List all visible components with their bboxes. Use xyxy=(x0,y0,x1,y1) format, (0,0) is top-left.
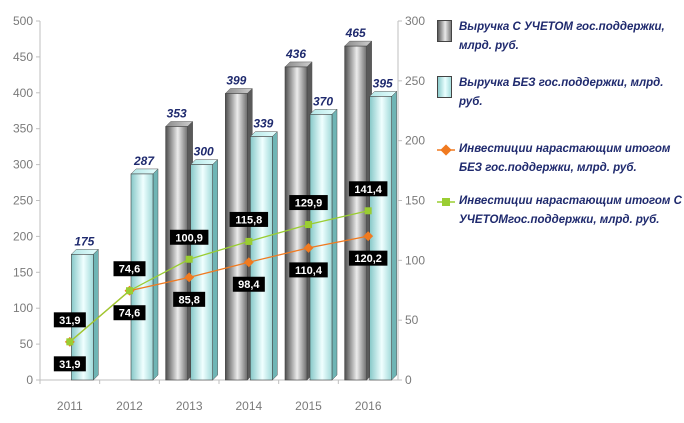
point-marker xyxy=(363,231,374,242)
bar-value-label: 399 xyxy=(226,74,246,88)
bar-side xyxy=(391,90,397,381)
point-label-with-support-box xyxy=(289,195,328,211)
bar xyxy=(130,173,154,381)
point-label-with-support-box xyxy=(53,312,86,328)
lines xyxy=(64,207,374,347)
y-tick-label-right: 250 xyxy=(405,74,425,88)
y-tick-label-right: 150 xyxy=(405,194,425,208)
y-tick-label-right: 0 xyxy=(405,373,412,387)
point-label-without-support-box xyxy=(173,291,206,307)
y-tick-label-left: 450 xyxy=(13,50,33,64)
legend-item-revenue-with-support: Выручка С УЧЕТОМ гос.поддержки, млрд. ру… xyxy=(437,18,682,56)
point-label-with-support-box xyxy=(229,211,269,227)
series-line xyxy=(69,210,369,343)
point-marker xyxy=(305,221,312,229)
y-tick-label-left: 400 xyxy=(13,86,33,100)
legend-item-revenue-without-support: Выручка БЕЗ гос.поддержки, млрд. руб. xyxy=(437,74,682,112)
bar-value-label: 465 xyxy=(345,26,366,40)
x-tick-label: 2014 xyxy=(235,399,262,413)
legend-swatch-gray-bar xyxy=(437,20,452,42)
legend-label: Выручка С УЧЕТОМ гос.поддержки, млрд. ру… xyxy=(459,21,665,52)
y-tick-label-left: 500 xyxy=(13,14,33,28)
bar-side xyxy=(93,248,99,381)
point-label-without-support: 110,4 xyxy=(295,265,323,277)
bar-value-label: 287 xyxy=(133,154,155,168)
axes: 0 50 100 150 200 250 300 350 400 450 500 0 50 100 150 2… xyxy=(13,14,425,413)
bar xyxy=(250,136,273,381)
point-marker xyxy=(185,255,193,263)
x-tick-label: 2011 xyxy=(57,399,83,413)
point-label-with-support-box xyxy=(348,181,388,197)
point-marker xyxy=(364,207,372,215)
x-tick-label: 2013 xyxy=(176,399,203,413)
point-label-with-support: 31,9 xyxy=(59,315,80,327)
bar xyxy=(225,93,248,381)
x-tick-label: 2015 xyxy=(295,399,322,413)
point-label-without-support-box xyxy=(232,276,265,292)
point-label-without-support: 120,2 xyxy=(354,253,382,265)
point-label-without-support: 74,6 xyxy=(119,308,140,320)
labels: 353 399 436 465 175 287 300 339 370 395 31,9 74,6 85… xyxy=(53,26,393,372)
bar-value-label: 339 xyxy=(253,117,273,131)
y-tick-label-left: 250 xyxy=(13,194,33,208)
point-label-without-support-box xyxy=(348,250,388,266)
y-tick-label-right: 300 xyxy=(405,14,425,28)
point-label-with-support-box xyxy=(113,261,146,277)
point-label-with-support: 141,4 xyxy=(354,184,382,196)
legend-swatch-green-line xyxy=(437,198,455,206)
point-label-without-support: 98,4 xyxy=(238,279,260,291)
bar-value-label: 175 xyxy=(74,234,94,248)
bar xyxy=(165,126,188,381)
legend-label: Инвестиции нарастающим итогом БЕЗ гос.по… xyxy=(459,143,671,174)
bar-value-label: 370 xyxy=(313,94,333,108)
legend-swatch-cyan-bar xyxy=(437,76,452,98)
y-tick-label-left: 300 xyxy=(13,158,33,172)
point-marker xyxy=(66,338,74,346)
y-tick-label-left: 350 xyxy=(13,122,33,136)
bar-value-label: 353 xyxy=(167,107,187,121)
y-tick-label-right: 50 xyxy=(405,313,419,327)
y-tick-label-left: 50 xyxy=(20,337,34,351)
y-tick-label-left: 150 xyxy=(13,265,33,279)
point-marker xyxy=(245,237,253,245)
point-label-without-support-box xyxy=(289,262,328,278)
y-tick-label-left: 200 xyxy=(13,229,33,243)
point-label-without-support-box xyxy=(53,356,86,372)
legend-label: Выручка БЕЗ гос.поддержки, млрд. руб. xyxy=(459,77,664,108)
bar xyxy=(284,66,308,381)
point-label-without-support-box xyxy=(113,305,146,321)
legend-swatch-orange-line xyxy=(437,144,455,156)
point-label-without-support: 85,8 xyxy=(178,294,199,306)
x-tick-label: 2012 xyxy=(116,399,143,413)
legend-label: Инвестиции нарастающим итогом С УЧЕТОМго… xyxy=(459,195,682,226)
point-label-with-support: 129,9 xyxy=(295,198,323,210)
point-marker xyxy=(303,242,314,253)
bar-value-label: 395 xyxy=(373,76,393,90)
legend-item-investments-without-support: Инвестиции нарастающим итогом БЕЗ гос.по… xyxy=(437,140,682,178)
y-tick-label-right: 200 xyxy=(405,134,425,148)
point-label-with-support-box xyxy=(169,229,209,245)
point-marker xyxy=(126,287,133,295)
legend-item-investments-with-support: Инвестиции нарастающим итогом С УЧЕТОМго… xyxy=(437,192,682,230)
x-tick-label: 2016 xyxy=(355,399,382,413)
bar xyxy=(190,164,213,381)
y-tick-label-right: 100 xyxy=(405,253,425,267)
bars xyxy=(70,40,398,381)
point-label-with-support: 100,9 xyxy=(175,232,203,244)
bar-side xyxy=(331,108,338,381)
point-label-with-support: 115,8 xyxy=(235,214,262,226)
point-marker xyxy=(184,272,195,283)
bar-value-label: 300 xyxy=(194,145,214,159)
bar-value-label: 436 xyxy=(285,47,306,61)
y-tick-label-left: 0 xyxy=(26,373,33,387)
point-label-without-support: 31,9 xyxy=(59,359,80,371)
bar xyxy=(369,96,392,381)
point-marker xyxy=(243,257,254,268)
y-tick-label-left: 100 xyxy=(13,301,33,315)
point-label-with-support: 74,6 xyxy=(119,264,140,276)
bar-side xyxy=(152,168,159,381)
legend: Выручка С УЧЕТОМ гос.поддержки, млрд. ру… xyxy=(437,18,682,230)
